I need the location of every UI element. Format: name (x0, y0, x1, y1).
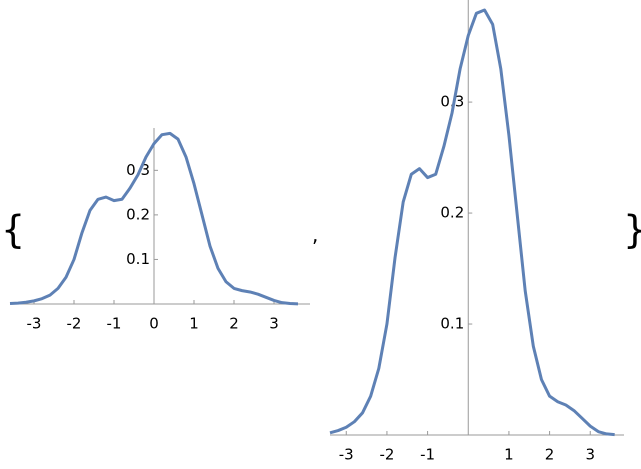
x-tick-label: 0 (149, 315, 159, 333)
x-tick-label: -1 (420, 446, 435, 464)
y-tick-label: 0.3 (126, 161, 150, 179)
x-tick-label: -3 (339, 446, 354, 464)
density-curve (329, 8, 615, 437)
x-tick-label: -1 (107, 315, 122, 333)
y-tick-label: 0.3 (440, 93, 464, 111)
y-tick-label: 0.2 (126, 205, 150, 223)
y-tick-label: 0.2 (440, 204, 464, 222)
x-tick-label: 2 (229, 315, 239, 333)
x-tick-label: 3 (585, 446, 595, 464)
density-curve (9, 131, 299, 306)
x-tick-label: -3 (27, 315, 42, 333)
x-tick-label: 1 (504, 446, 514, 464)
y-tick-label: 0.1 (440, 315, 464, 333)
x-tick-label: -2 (67, 315, 82, 333)
close-brace: } (623, 208, 641, 252)
open-brace: { (1, 208, 25, 252)
x-tick-label: -2 (379, 446, 394, 464)
x-tick-label: 2 (545, 446, 555, 464)
x-tick-label: 3 (269, 315, 279, 333)
x-tick-label: 1 (189, 315, 199, 333)
y-tick-label: 0.1 (126, 250, 150, 268)
separator: , (312, 223, 318, 247)
